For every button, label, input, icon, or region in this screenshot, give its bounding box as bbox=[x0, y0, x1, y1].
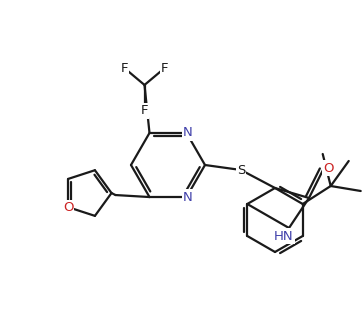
Text: N: N bbox=[183, 190, 193, 204]
Text: F: F bbox=[121, 62, 128, 75]
Text: F: F bbox=[161, 62, 168, 75]
Text: O: O bbox=[63, 201, 73, 214]
Text: O: O bbox=[323, 161, 333, 175]
Text: S: S bbox=[237, 163, 245, 177]
Text: F: F bbox=[141, 105, 148, 117]
Text: HN: HN bbox=[274, 229, 294, 243]
Text: N: N bbox=[183, 126, 193, 140]
